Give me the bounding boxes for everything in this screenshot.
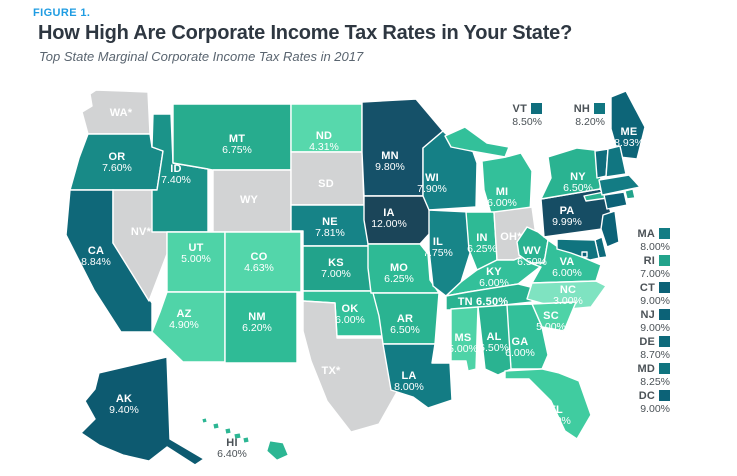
state-vt-callout-swatch (531, 103, 542, 114)
state-ct-callout-label: CT (640, 282, 655, 294)
state-or-shape[interactable] (69, 133, 164, 191)
figure-title: How High Are Corporate Income Tax Rates … (38, 22, 573, 44)
state-hi-rate: 6.40% (217, 448, 247, 460)
state-nm-shape[interactable] (224, 291, 298, 364)
state-nd-shape[interactable] (290, 103, 363, 153)
state-nj-callout-swatch (659, 309, 670, 320)
state-fl-shape[interactable] (504, 368, 592, 440)
state-md-shape[interactable] (556, 238, 600, 261)
state-hi-island[interactable] (266, 440, 289, 461)
state-de-callout-rate: 8.70% (640, 349, 670, 361)
state-ri-callout-label: RI (644, 255, 655, 267)
state-co-shape[interactable] (224, 231, 302, 293)
state-nj-shape[interactable] (600, 210, 620, 248)
state-ak-shape[interactable] (80, 356, 205, 466)
state-ma-callout-rate: 8.00% (640, 241, 670, 253)
state-dc-callout-label: DC (639, 390, 655, 402)
state-de-callout-swatch (659, 336, 670, 347)
figure-number: FIGURE 1. (33, 7, 91, 19)
state-ut-shape[interactable] (166, 231, 226, 293)
state-ms-shape[interactable] (450, 306, 479, 372)
state-nh-callout-swatch (594, 103, 605, 114)
state-ny-shape[interactable] (540, 147, 604, 200)
state-mi-upper-shape[interactable] (444, 126, 510, 158)
state-ia-shape[interactable] (363, 195, 431, 245)
state-dc-callout-swatch (659, 390, 670, 401)
state-la-shape[interactable] (382, 343, 453, 409)
state-wa-shape[interactable] (81, 89, 151, 135)
state-ri-shape[interactable] (624, 188, 636, 200)
state-al-shape[interactable] (477, 304, 512, 376)
state-ar-shape[interactable] (372, 292, 440, 345)
state-vt-callout-rate: 8.50% (512, 116, 542, 128)
state-md-callout-label: MD (637, 363, 655, 375)
state-sd-shape[interactable] (290, 151, 365, 206)
state-ct-callout-rate: 9.00% (640, 295, 670, 307)
state-ma-callout-label: MA (637, 228, 655, 240)
state-dc-callout-rate: 9.00% (640, 403, 670, 415)
state-wi-shape[interactable] (422, 130, 478, 211)
state-md-callout-swatch (659, 363, 670, 374)
state-az-shape[interactable] (151, 291, 226, 363)
state-mi-shape[interactable] (481, 152, 533, 218)
state-ct-shape[interactable] (603, 191, 628, 210)
state-nh-callout-label: NH (574, 103, 590, 115)
state-md-callout-rate: 8.25% (640, 376, 670, 388)
state-dc-shape[interactable] (581, 251, 588, 258)
state-hi-island[interactable] (242, 436, 250, 444)
state-in-shape[interactable] (465, 211, 498, 271)
state-hi-island[interactable] (233, 432, 242, 440)
state-ri-callout-rate: 7.00% (640, 268, 670, 280)
state-shapes-layer (65, 89, 646, 466)
state-ma-callout-swatch (659, 228, 670, 239)
state-hi-island[interactable] (224, 427, 232, 435)
state-nh-callout-rate: 8.20% (575, 116, 605, 128)
state-hi-island[interactable] (212, 422, 220, 430)
state-vt-callout-label: VT (513, 103, 528, 115)
state-nj-callout-rate: 9.00% (640, 322, 670, 334)
state-wy-shape[interactable] (212, 169, 292, 233)
state-ct-callout-swatch (659, 282, 670, 293)
state-va-shape[interactable] (529, 239, 602, 284)
state-ma-shape[interactable] (598, 174, 641, 196)
state-nh-shape[interactable] (605, 145, 627, 178)
state-hi-island[interactable] (201, 417, 208, 424)
state-nj-callout-label: NJ (641, 309, 655, 321)
figure-subtitle: Top State Marginal Corporate Income Tax … (39, 49, 364, 64)
state-me-shape[interactable] (610, 90, 646, 160)
state-mo-shape[interactable] (367, 243, 440, 294)
state-tx-shape[interactable] (302, 300, 398, 433)
state-mt-shape[interactable] (172, 103, 292, 171)
state-de-callout-label: DE (639, 336, 655, 348)
figure-header: FIGURE 1. How High Are Corporate Income … (33, 7, 572, 64)
state-ri-callout-swatch (659, 255, 670, 266)
